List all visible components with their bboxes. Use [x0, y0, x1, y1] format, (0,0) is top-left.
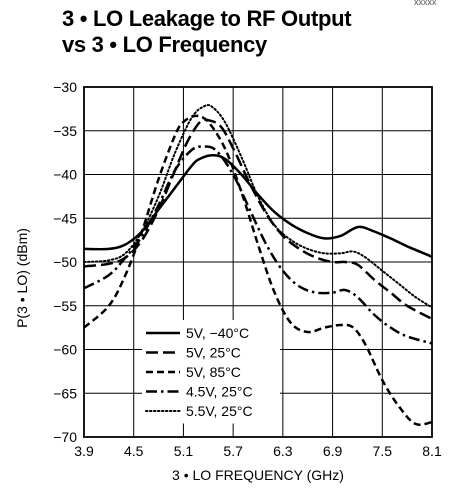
- y-tick-label: −65: [53, 385, 77, 401]
- x-tick-label: 6.3: [273, 443, 293, 459]
- plot-area-border: [83, 86, 433, 438]
- series-line-5: [84, 104, 432, 309]
- chart-title: 3 • LO Leakage to RF Output vs 3 • LO Fr…: [62, 6, 442, 58]
- x-tick-label: 5.1: [174, 443, 194, 459]
- legend: 5V, −40°C 5V, 25°C 5V, 85°C 4.5V, 25°C 5.5V,…: [142, 320, 280, 424]
- y-tick-label: −30: [53, 79, 77, 95]
- y-tick-label: −50: [53, 254, 77, 270]
- series-line-4: [84, 145, 432, 345]
- y-tick-label: −55: [53, 298, 77, 314]
- y-axis-title: P(3 • LO) (dBm): [14, 228, 30, 328]
- x-tick-label: 5.7: [223, 443, 243, 459]
- y-tick-label: −45: [53, 210, 77, 226]
- x-tick-labels: 3.9 4.5 5.1 5.7 6.3 6.9 7.5 8.1: [74, 443, 442, 459]
- y-tick-label: −60: [53, 342, 77, 358]
- series-layer: [84, 104, 432, 427]
- x-tick-label: 7.5: [373, 443, 393, 459]
- legend-label-1: 5V, −40°C: [186, 325, 249, 341]
- legend-label-2: 5V, 25°C: [186, 345, 241, 361]
- series-line-2: [84, 118, 432, 321]
- y-tick-label: −70: [53, 429, 77, 445]
- legend-label-3: 5V, 85°C: [186, 364, 241, 380]
- x-tick-label: 8.1: [422, 443, 442, 459]
- y-tick-labels: −30 −35 −40 −45 −50 −55 −60 −65 −70: [53, 79, 77, 445]
- x-tick-label: 4.5: [124, 443, 144, 459]
- x-tick-label: 6.9: [323, 443, 343, 459]
- x-axis-title: 3 • LO FREQUENCY (GHz): [172, 467, 344, 483]
- legend-background: [142, 320, 280, 424]
- chart-title-line-2: vs 3 • LO Frequency: [62, 32, 267, 57]
- legend-label-5: 5.5V, 25°C: [186, 403, 253, 419]
- y-tick-label: −40: [53, 167, 77, 183]
- series-line-3: [84, 114, 432, 427]
- y-tick-label: −35: [53, 123, 77, 139]
- corner-tag: xxxxx: [414, 0, 437, 7]
- x-tick-label: 3.9: [74, 443, 94, 459]
- chart-title-line-1: 3 • LO Leakage to RF Output: [62, 6, 352, 31]
- legend-label-4: 4.5V, 25°C: [186, 384, 253, 400]
